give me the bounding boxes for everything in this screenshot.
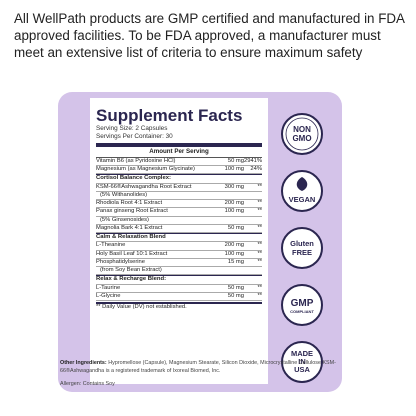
ingredient-row: Phosphatidylserine 15 mg ** xyxy=(96,259,262,268)
gluten-free-icon: Gluten FREE xyxy=(281,227,323,269)
ingredient-row: Holy Basil Leaf 10:1 Extract 100 mg ** xyxy=(96,251,262,259)
section-header: Calm & Relaxation Blend xyxy=(96,233,262,243)
intro-text: All WellPath products are GMP certified … xyxy=(14,11,405,60)
non-gmo-icon: NON GMO xyxy=(281,113,323,155)
ingredient-row: KSM-66®Ashwagandha Root Extract 300 mg *… xyxy=(96,184,262,193)
facts-title: Supplement Facts xyxy=(96,106,243,125)
badge-text: COMPLIANT xyxy=(290,309,314,314)
other-ingredients-text: Hypromellose (Capsule), Magnesium Steara… xyxy=(60,360,336,374)
footnote: ** Daily Value (DV) not established. xyxy=(96,302,262,311)
ingredient-subtext: (5% Withanolides) xyxy=(96,192,262,201)
nutrient-row: Magnesium (as Magnesium Glycinate) 100 m… xyxy=(96,166,262,175)
other-ingredients-label: Other Ingredients: xyxy=(60,360,107,366)
gmp-icon: GMP COMPLIANT xyxy=(281,284,323,326)
ingredient-subtext: (5% Ginsenosides) xyxy=(96,217,262,225)
ingredient-row: L-Taurine 50 mg ** xyxy=(96,285,262,293)
other-ingredients: Other Ingredients: Hypromellose (Capsule… xyxy=(60,360,370,375)
allergen-statement: Allergen: Contains Soy xyxy=(60,381,115,387)
ingredient-subtext: (from Soy Bean Extract) xyxy=(96,267,262,276)
nutrient-row: Vitamin B6 (as Pyridoxine HCl) 50 mg 294… xyxy=(96,158,262,167)
ingredient-row: L-Theanine 200 mg ** xyxy=(96,242,262,251)
badge-text: FREE xyxy=(292,248,312,257)
badge-column: NON GMO VEGAN Gluten FREE GMP COMPLIANT … xyxy=(280,112,328,397)
badge-text: Gluten xyxy=(290,239,314,248)
badge-text: GMO xyxy=(292,134,311,143)
vegan-leaf-icon: VEGAN xyxy=(281,170,323,212)
badge-text: NON xyxy=(293,125,311,134)
badge-text: USA xyxy=(294,365,310,374)
section-header: Relax & Recharge Blend: xyxy=(96,275,262,285)
badge-text: MADE xyxy=(291,349,313,358)
badge-text: IN xyxy=(298,357,306,366)
section-header: Cortisol Balance Complex: xyxy=(96,174,262,184)
servings-per-container: Servings Per Container: 30 xyxy=(96,133,173,140)
made-in-usa-icon: MADE IN USA xyxy=(281,341,323,383)
ingredient-row: L-Glycine 50 mg ** xyxy=(96,293,262,302)
ingredient-row: Panax ginseng Root Extract 100 mg ** xyxy=(96,208,262,217)
supplement-facts-label: Supplement Facts Serving Size: 2 Capsule… xyxy=(90,98,268,384)
amount-per-serving-header: Amount Per Serving xyxy=(96,147,262,158)
badge-text: VEGAN xyxy=(289,195,316,204)
serving-size: Serving Size: 2 Capsules xyxy=(96,125,168,132)
ingredient-row: Magnolia Bark 4:1 Extract 50 mg ** xyxy=(96,225,262,234)
badge-text: GMP xyxy=(291,298,314,309)
divider xyxy=(96,143,262,147)
ingredient-row: Rhodiola Root 4:1 Extract 200 mg ** xyxy=(96,200,262,209)
